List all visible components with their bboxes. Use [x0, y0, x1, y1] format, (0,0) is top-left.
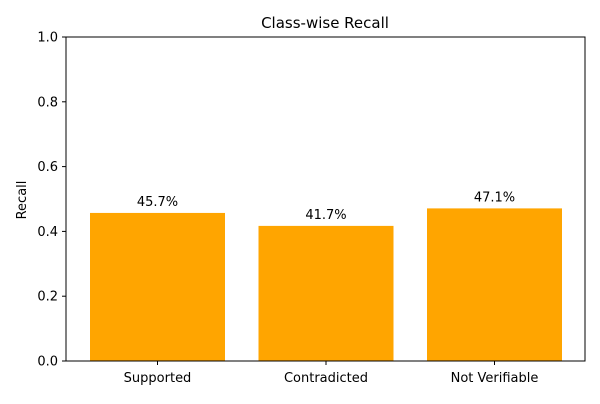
data-label: 47.1%	[474, 190, 515, 205]
data-label: 41.7%	[305, 208, 346, 223]
y-axis-label: Recall	[15, 181, 30, 220]
x-tick-label: Not Verifiable	[451, 371, 539, 386]
plot-frame	[65, 36, 586, 362]
chart-title: Class-wise Recall	[261, 14, 389, 32]
bar-contradicted	[258, 225, 394, 361]
y-tick-label: 0.6	[37, 160, 58, 175]
x-tick-label: Contradicted	[284, 371, 368, 386]
bar-supported	[90, 212, 225, 361]
y-tick-label: 1.0	[37, 31, 58, 46]
y-tick-label: 0.2	[37, 290, 58, 305]
y-tick-label: 0.4	[37, 225, 58, 240]
x-tick-label: Supported	[124, 371, 192, 386]
y-axis-ticks: 0.0 0.2 0.4 0.6 0.8 1.0	[37, 31, 66, 370]
y-tick-label: 0.8	[37, 95, 58, 110]
bars-group	[90, 208, 562, 361]
data-label: 45.7%	[137, 195, 178, 210]
y-tick-label: 0.0	[37, 355, 58, 370]
x-axis-ticks: Supported Contradicted Not Verifiable	[124, 361, 539, 386]
bar-not-verifiable	[427, 208, 562, 361]
data-labels-group: 45.7% 41.7% 47.1%	[137, 190, 515, 222]
